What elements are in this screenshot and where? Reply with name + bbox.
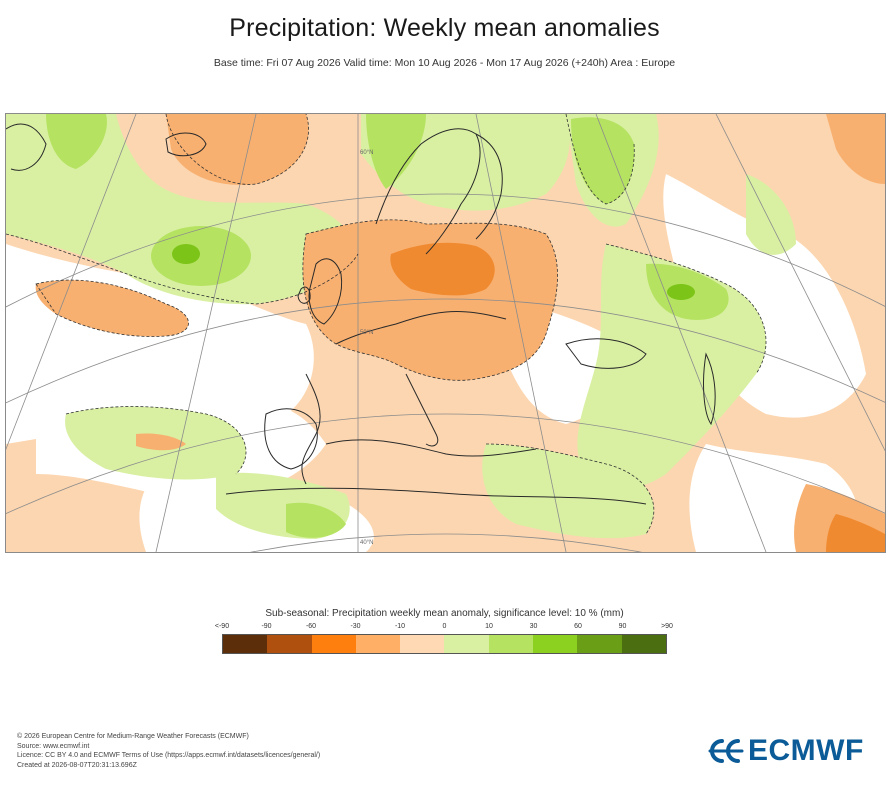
legend-tick: 90	[618, 623, 627, 630]
legend-tick: <-90	[214, 623, 230, 630]
lat-label: 50°N	[360, 330, 373, 336]
legend-colorbar	[222, 634, 667, 654]
legend-swatch	[223, 635, 268, 653]
legend-tick: -90	[261, 623, 272, 630]
legend-tick: 10	[485, 623, 493, 630]
lat-label: 40°N	[360, 540, 373, 546]
legend-swatch	[267, 635, 312, 653]
coastlines	[6, 123, 716, 505]
footer-licence: Licence: CC BY 4.0 and ECMWF Terms of Us…	[17, 752, 321, 759]
legend-tick: >90	[661, 623, 673, 630]
legend-tick: -60	[305, 623, 317, 630]
ecmwf-logo: ECMWF	[706, 734, 872, 767]
legend-swatch	[488, 635, 534, 653]
map-canvas: 60°N 50°N 40°N	[6, 114, 885, 552]
lat-label: 60°N	[360, 150, 373, 156]
legend-tick: 0	[442, 623, 447, 630]
legend-tick: 30	[529, 623, 538, 630]
legend-swatch	[577, 635, 622, 653]
graticule	[6, 114, 885, 552]
legend-tick: 60	[574, 623, 582, 630]
footer-source: Source: www.ecmwf.int	[17, 742, 90, 750]
graticule-labels: 60°N 50°N 40°N	[360, 150, 373, 546]
footer-copyright: © 2026 European Centre for Medium-Range …	[17, 733, 249, 740]
footer-created: Created at 2026-08-07T20:31:13.696Z	[17, 761, 137, 769]
dry-mid-regions	[35, 114, 885, 552]
legend-title: Sub-seasonal: Precipitation weekly mean …	[265, 608, 624, 619]
legend-swatch	[444, 635, 489, 653]
footer: © 2026 European Centre for Medium-Range …	[17, 732, 320, 770]
anomaly-map: 60°N 50°N 40°N	[5, 113, 886, 553]
ecmwf-logo-icon	[708, 739, 744, 763]
legend-tick: -30	[350, 623, 361, 630]
legend-swatch	[533, 635, 578, 653]
legend-swatch	[621, 635, 666, 653]
ecmwf-logo-text: ECMWF	[748, 734, 864, 767]
legend-swatch	[355, 635, 401, 653]
legend-ticks: <-90 -90 -60 -30 -10 0 10 30 60 90 >90	[0, 623, 889, 633]
dry-strong-regions	[390, 242, 885, 552]
chart-subtitle: Base time: Fri 07 Aug 2026 Valid time: M…	[213, 57, 676, 69]
legend-tick: -10	[394, 623, 406, 630]
wet-strong-regions	[172, 244, 695, 300]
legend-swatch	[400, 635, 445, 653]
chart-title: Precipitation: Weekly mean anomalies	[229, 14, 660, 42]
legend-swatch	[311, 635, 356, 653]
